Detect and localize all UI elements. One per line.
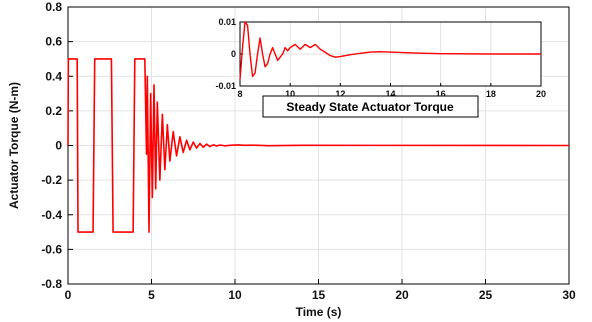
inset-axis-ticks: 8 10 12 14 16 18 20 -0.01 0 0.01 bbox=[215, 17, 546, 99]
inset-chart: 8 10 12 14 16 18 20 -0.01 0 0.01 bbox=[215, 17, 546, 99]
y-tick-label: 0.01 bbox=[218, 17, 236, 27]
inset-title-annotation: Steady State Actuator Torque bbox=[286, 100, 454, 114]
main-axis-ticks: 0 5 10 15 20 25 30 -0.8 -0.6 -0.4 -0.2 0 0.2 0.4 0.6 0.… bbox=[41, 0, 576, 302]
y-tick-label: 0.4 bbox=[45, 69, 62, 83]
main-series-line bbox=[67, 58, 570, 233]
y-tick-label: 0.2 bbox=[45, 104, 62, 118]
inset-series-line bbox=[239, 21, 541, 80]
y-tick-label: -0.01 bbox=[215, 81, 236, 91]
x-tick-label: 16 bbox=[436, 89, 446, 99]
y-tick-label: 0 bbox=[55, 139, 62, 153]
y-tick-label: 0.6 bbox=[45, 35, 62, 49]
y-tick-label: 0 bbox=[231, 49, 236, 59]
x-tick-label: 5 bbox=[148, 288, 155, 302]
x-axis-label: Time (s) bbox=[296, 305, 342, 319]
x-tick-label: 25 bbox=[479, 288, 493, 302]
x-tick-label: 20 bbox=[395, 288, 409, 302]
x-tick-label: 18 bbox=[486, 89, 496, 99]
x-tick-label: 10 bbox=[285, 89, 295, 99]
annotation-box bbox=[262, 95, 479, 118]
y-tick-label: -0.8 bbox=[41, 277, 62, 291]
x-tick-label: 20 bbox=[536, 89, 546, 99]
x-tick-label: 15 bbox=[312, 288, 326, 302]
x-tick-label: 30 bbox=[562, 288, 576, 302]
x-tick-label: 14 bbox=[385, 89, 395, 99]
x-tick-label: 10 bbox=[228, 288, 242, 302]
y-tick-label: -0.4 bbox=[41, 208, 62, 222]
x-tick-label: 0 bbox=[65, 288, 72, 302]
y-tick-label: -0.2 bbox=[41, 173, 62, 187]
y-axis-label: Actuator Torque (N-m) bbox=[7, 82, 21, 209]
x-tick-label: 12 bbox=[335, 89, 345, 99]
y-tick-label: 0.8 bbox=[45, 0, 62, 14]
x-tick-label: 8 bbox=[237, 89, 242, 99]
y-tick-label: -0.6 bbox=[41, 242, 62, 256]
